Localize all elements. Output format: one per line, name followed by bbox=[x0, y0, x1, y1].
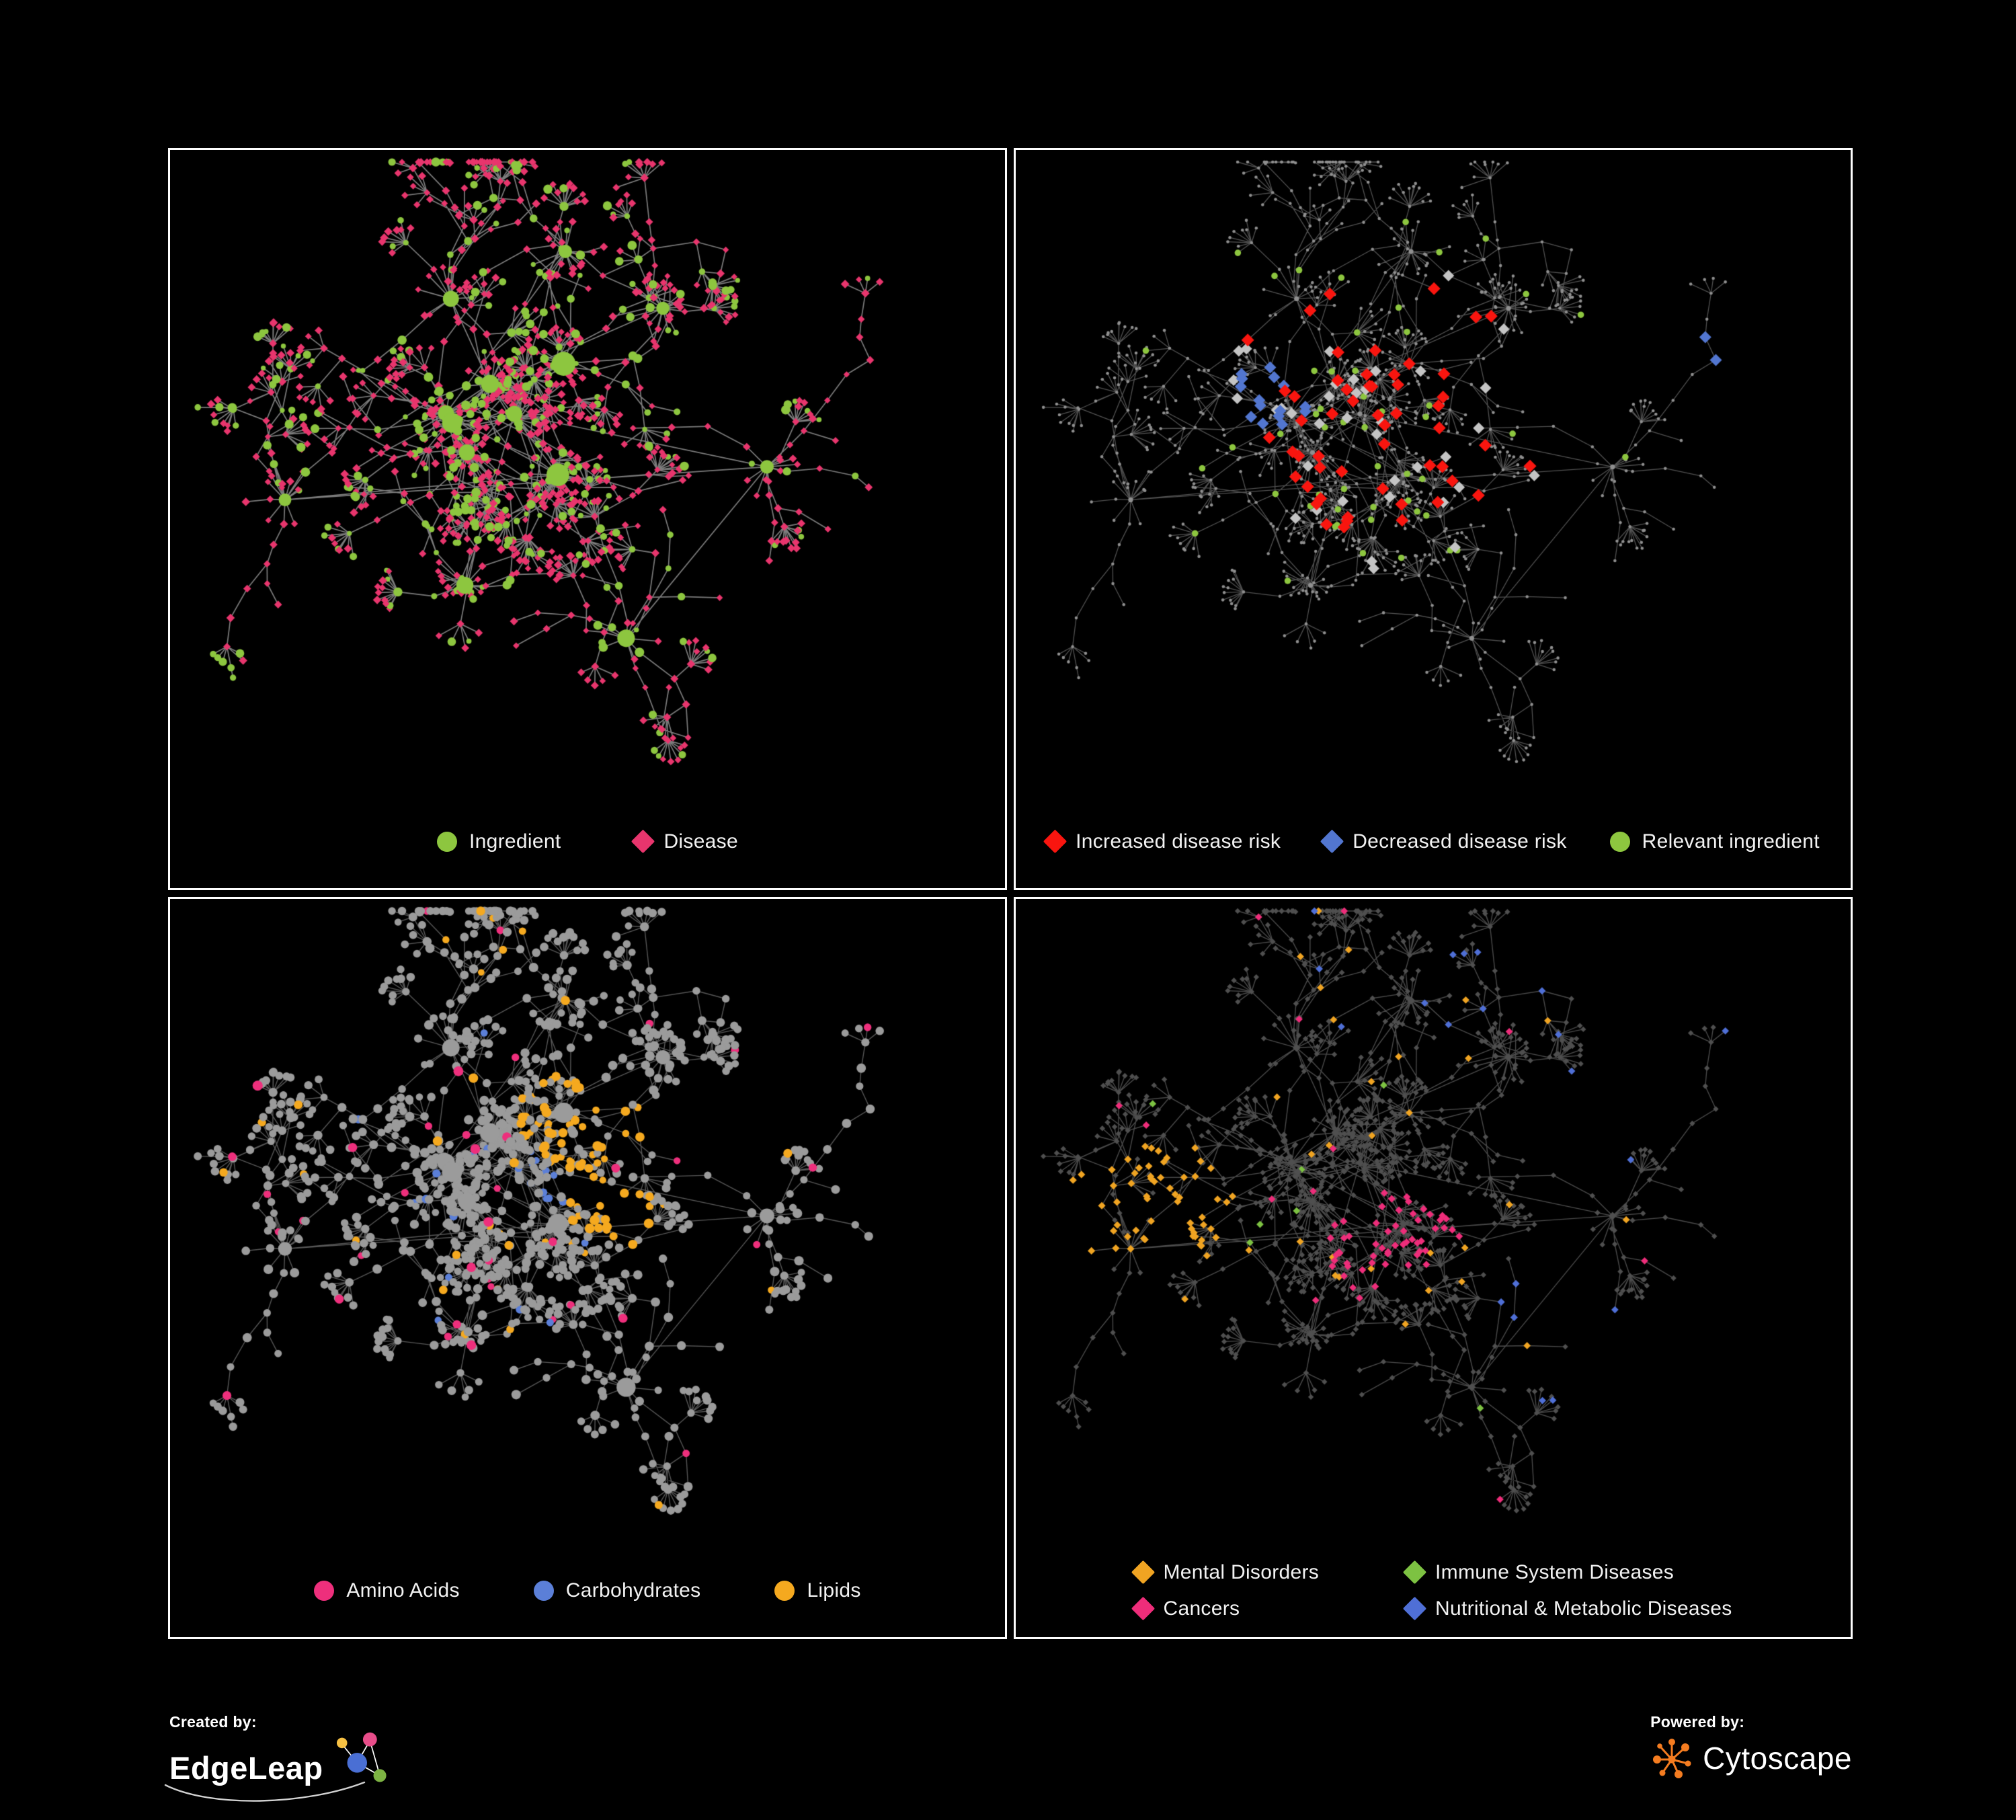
legend-label: Mental Disorders bbox=[1163, 1560, 1320, 1583]
edgeleap-logo-text: EdgeLeap bbox=[169, 1749, 323, 1786]
powered-by-label: Powered by: bbox=[1650, 1713, 1745, 1731]
created-by-label: Created by: bbox=[169, 1713, 257, 1731]
legend-label: Amino Acids bbox=[346, 1579, 460, 1601]
powered-by-block: Powered by: bbox=[1650, 1713, 1852, 1780]
legend-label: Carbohydrates bbox=[565, 1579, 701, 1601]
cytoscape-logo-text: Cytoscape bbox=[1703, 1741, 1852, 1776]
legend-label: Disease bbox=[663, 830, 738, 853]
created-by-block: Created by: EdgeLeap bbox=[164, 1713, 393, 1802]
legend-macronutrients: Amino Acids Carbohydrates Lipids bbox=[314, 1544, 860, 1637]
cytoscape-logo: Cytoscape bbox=[1650, 1737, 1852, 1780]
network-canvas-ingredient-disease bbox=[170, 153, 1005, 795]
diamond-swatch bbox=[631, 829, 655, 854]
legend-label: Increased disease risk bbox=[1076, 830, 1281, 853]
circle-swatch bbox=[774, 1580, 795, 1601]
legend-label: Lipids bbox=[807, 1579, 861, 1601]
legend-item-decreased-disease-risk: Decreased disease risk bbox=[1320, 829, 1567, 854]
panel-ingredient-disease: Ingredient Disease bbox=[168, 148, 1007, 890]
circle-swatch bbox=[1609, 831, 1630, 852]
legend-label: Decreased disease risk bbox=[1353, 830, 1567, 853]
legend-item-lipids: Lipids bbox=[774, 1579, 860, 1602]
diamond-swatch bbox=[1402, 1560, 1427, 1585]
legend-item-mental-disorders: Mental Disorders bbox=[1131, 1560, 1320, 1585]
legend-item-immune-system-diseases: Immune System Diseases bbox=[1402, 1560, 1675, 1585]
network-canvas-disease-categories bbox=[1016, 902, 1851, 1544]
diamond-swatch bbox=[1320, 829, 1344, 854]
diamond-swatch bbox=[1131, 1560, 1155, 1585]
legend-item-carbohydrates: Carbohydrates bbox=[533, 1579, 701, 1602]
legend-item-increased-disease-risk: Increased disease risk bbox=[1043, 829, 1281, 854]
legend-item-disease: Disease bbox=[631, 829, 738, 854]
network-canvas-disease-risk bbox=[1016, 153, 1851, 795]
legend-disease-risk: Increased disease risk Decreased disease … bbox=[1043, 795, 1820, 888]
network-panels-grid: Ingredient Disease Increased disease risk… bbox=[168, 148, 1853, 1639]
legend-label: Relevant ingredient bbox=[1642, 830, 1820, 853]
edgeleap-swoosh-icon bbox=[164, 1781, 366, 1802]
legend-item-relevant-ingredient: Relevant ingredient bbox=[1609, 830, 1820, 853]
circle-swatch bbox=[533, 1580, 554, 1601]
legend-ingredient-disease: Ingredient Disease bbox=[437, 795, 738, 888]
legend-item-amino-acids: Amino Acids bbox=[314, 1579, 459, 1602]
legend-label: Cancers bbox=[1163, 1597, 1240, 1620]
diamond-swatch bbox=[1131, 1596, 1155, 1621]
legend-item-ingredient: Ingredient bbox=[437, 830, 561, 853]
diamond-swatch bbox=[1402, 1596, 1427, 1621]
panel-disease-categories: Mental Disorders Immune System Diseases Ca… bbox=[1014, 897, 1853, 1639]
edgeleap-logo: EdgeLeap bbox=[164, 1732, 393, 1802]
legend-label: Ingredient bbox=[469, 830, 561, 853]
cytoscape-icon bbox=[1653, 1739, 1691, 1778]
legend-disease-categories: Mental Disorders Immune System Diseases Ca… bbox=[1131, 1544, 1732, 1637]
circle-swatch bbox=[437, 831, 458, 852]
panel-disease-risk: Increased disease risk Decreased disease … bbox=[1014, 148, 1853, 890]
legend-label: Nutritional & Metabolic Diseases bbox=[1435, 1597, 1732, 1620]
legend-item-cancers: Cancers bbox=[1131, 1596, 1240, 1621]
edgeleap-molecule-icon bbox=[336, 1732, 387, 1782]
legend-item-nutritional-metabolic-diseases: Nutritional & Metabolic Diseases bbox=[1402, 1596, 1732, 1621]
legend-label: Immune System Diseases bbox=[1435, 1560, 1675, 1583]
network-canvas-macronutrients bbox=[170, 902, 1005, 1544]
diamond-swatch bbox=[1043, 829, 1067, 854]
panel-macronutrients: Amino Acids Carbohydrates Lipids bbox=[168, 897, 1007, 1639]
circle-swatch bbox=[314, 1580, 335, 1601]
